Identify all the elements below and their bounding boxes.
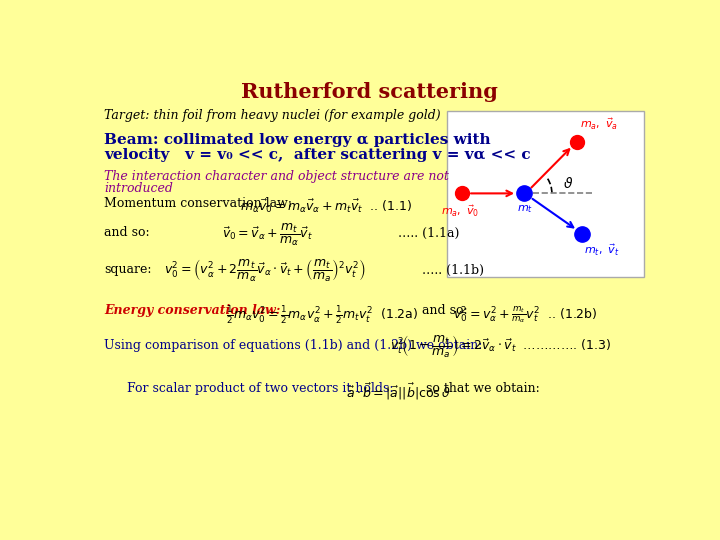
Text: Rutherford scattering: Rutherford scattering: [240, 82, 498, 102]
Text: introduced: introduced: [104, 182, 173, 195]
Text: $\vec{v}_0 = \vec{v}_\alpha + \dfrac{m_t}{m_\alpha}\vec{v}_t$: $\vec{v}_0 = \vec{v}_\alpha + \dfrac{m_t…: [222, 222, 312, 248]
Text: $v_0^2 = \left(v_\alpha^2 + 2\dfrac{m_t}{m_\alpha}\vec{v}_\alpha \cdot \vec{v}_t: $v_0^2 = \left(v_\alpha^2 + 2\dfrac{m_t}…: [163, 258, 365, 284]
Text: $\frac{1}{2}m_\alpha v_0^2 = \frac{1}{2}m_\alpha v_\alpha^2 + \frac{1}{2}m_t v_t: $\frac{1}{2}m_\alpha v_0^2 = \frac{1}{2}…: [225, 304, 418, 326]
Text: ….. (1.1a): ….. (1.1a): [398, 226, 460, 240]
FancyBboxPatch shape: [446, 111, 644, 276]
Text: Momentum conservation law:: Momentum conservation law:: [104, 197, 292, 210]
Text: Using comparison of equations (1.1b) and (1.2b) we obtain:: Using comparison of equations (1.1b) and…: [104, 339, 482, 352]
Text: velocity   v = v₀ << c,  after scattering v = vα << c: velocity v = v₀ << c, after scattering v…: [104, 148, 531, 162]
Text: For scalar product of two vectors it holds:: For scalar product of two vectors it hol…: [127, 382, 394, 395]
Text: and so:: and so:: [422, 304, 467, 318]
Text: Target: thin foil from heavy nuclei (for example gold): Target: thin foil from heavy nuclei (for…: [104, 109, 441, 122]
Text: square:: square:: [104, 264, 151, 276]
Text: Beam: collimated low energy α particles with: Beam: collimated low energy α particles …: [104, 132, 490, 146]
Text: The interaction character and object structure are not: The interaction character and object str…: [104, 170, 449, 183]
Text: $m_t,\ \vec{v}_t$: $m_t,\ \vec{v}_t$: [584, 242, 619, 258]
Text: $m_\alpha\vec{v}_0 = m_\alpha\vec{v}_\alpha + m_t\vec{v}_t$  .. (1.1): $m_\alpha\vec{v}_0 = m_\alpha\vec{v}_\al…: [240, 197, 412, 214]
Text: $m_a,\ \vec{v}_a$: $m_a,\ \vec{v}_a$: [580, 116, 618, 132]
Text: $\vec{a}\cdot\vec{b} = |\vec{a}||\vec{b}|\cos\vartheta$: $\vec{a}\cdot\vec{b} = |\vec{a}||\vec{b}…: [346, 382, 451, 402]
Text: ….. (1.1b): ….. (1.1b): [422, 264, 484, 276]
Text: so that we obtain:: so that we obtain:: [422, 382, 539, 395]
Text: $m_t$: $m_t$: [518, 204, 534, 215]
Text: $m_a,\ \vec{v}_0$: $m_a,\ \vec{v}_0$: [441, 204, 480, 219]
Text: $v_0^2 = v_\alpha^2 + \frac{m_t}{m_\alpha}v_t^2$  .. (1.2b): $v_0^2 = v_\alpha^2 + \frac{m_t}{m_\alph…: [453, 304, 597, 325]
Text: $v_t^2\!\left(1 - \dfrac{m_t}{m_a}\right) = 2\vec{v}_\alpha \cdot \vec{v}_t$  ……: $v_t^2\!\left(1 - \dfrac{m_t}{m_a}\right…: [390, 334, 611, 360]
Text: Energy conservation law:: Energy conservation law:: [104, 304, 280, 318]
Text: $\vartheta$: $\vartheta$: [563, 176, 573, 191]
Text: and so:: and so:: [104, 226, 150, 240]
